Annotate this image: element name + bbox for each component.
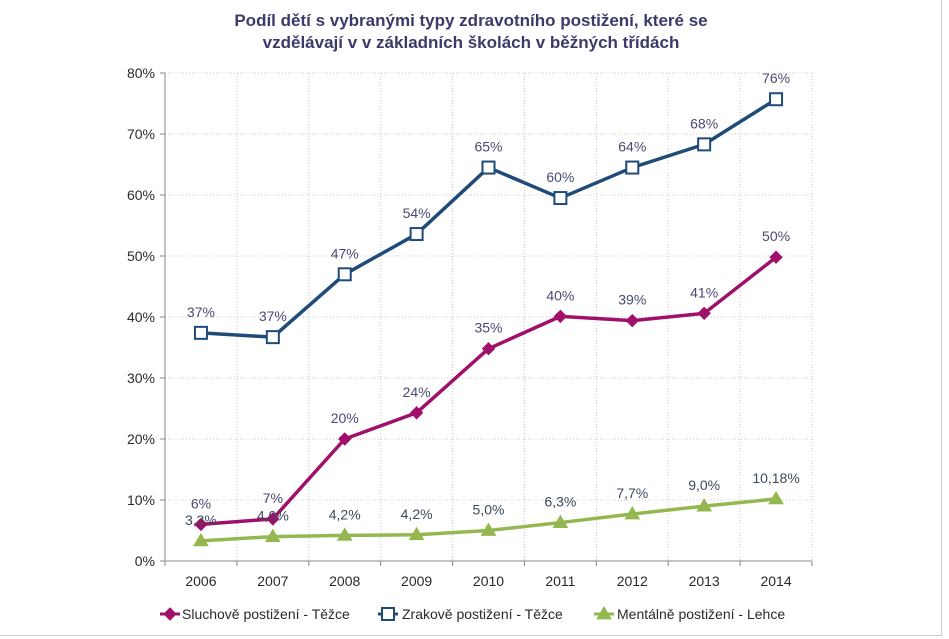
series-2-data-label: 54% [403,205,431,221]
y-tick-label: 70% [127,126,155,142]
series-3-point [624,506,641,520]
series-3-point [696,498,713,512]
x-tick-label: 2008 [329,573,360,589]
series-2-data-label: 64% [618,139,646,155]
series-1-data-label: 40% [546,287,574,303]
legend-label: Mentálně postižení - Lehce [617,606,785,622]
series-1-point [266,512,280,526]
x-tick-label: 2007 [257,573,288,589]
series-2-point [769,92,784,107]
series-1-point [409,406,424,420]
series-1-data-label: 24% [403,384,431,400]
series-3-data-label: 5,0% [473,502,505,518]
series-2-data-label: 37% [259,308,287,324]
series-3-data-label: 7,7% [616,485,648,501]
series-2-point [625,160,640,175]
chart-title-line-2: vzdělávají v v základních školách v běžn… [262,33,680,52]
series-3-data-label: 4,0% [257,508,289,524]
x-tick-label: 2009 [401,573,432,589]
x-tick-label: 2013 [689,573,720,589]
series-1-data-label: 35% [474,320,502,336]
series-2-data-label: 68% [690,115,718,131]
series-2-data-label: 37% [187,304,215,320]
series-2-point [265,330,280,345]
series-2-point [337,267,352,282]
x-tick-label: 2012 [617,573,648,589]
series-1-point [481,342,496,356]
y-tick-label: 40% [127,309,155,325]
series-2-data-label: 65% [474,139,502,155]
series-2-point [409,227,424,242]
x-tick-label: 2010 [473,573,504,589]
chart-title: Podíl dětí s vybranými typy zdravotního … [0,10,942,54]
series-2-data-label: 60% [546,169,574,185]
x-tick-label: 2014 [760,573,791,589]
series-3-point [480,522,497,536]
legend-marker [381,607,395,621]
series-2-point [697,137,712,152]
series-3-point [408,526,425,541]
series-2-data-label: 76% [762,70,790,86]
legend-label: Zrakově postižení - Těžce [402,606,563,622]
series-1-data-label: 41% [690,284,718,300]
x-tick-label: 2011 [545,573,575,589]
y-tick-label: 50% [127,248,155,264]
legend-marker [163,607,177,621]
series-3-data-label: 3,3% [185,512,217,528]
y-tick-label: 30% [127,370,155,386]
series-2-point [481,160,496,175]
series-3-data-label: 4,2% [401,506,433,522]
chart-title-line-1: Podíl dětí s vybranými typy zdravotního … [234,11,708,30]
y-tick-label: 10% [127,492,155,508]
series-3-point [193,532,209,547]
series-3-data-label: 10,18% [752,470,799,486]
series-3-point [264,528,281,542]
series-3-point [768,490,784,505]
series-1-data-label: 20% [331,410,359,426]
series-1-point [338,432,352,446]
series-1-point [625,313,639,328]
y-tick-label: 60% [127,187,155,203]
y-tick-label: 0% [135,553,155,569]
series-3-data-label: 6,3% [544,494,576,510]
series-2-point [553,191,568,206]
y-tick-label: 20% [127,431,155,447]
legend-label: Sluchově postižení - Těžce [182,606,350,622]
legend-marker [596,606,612,620]
series-3-data-label: 4,2% [329,506,361,522]
series-3-data-label: 9,0% [688,477,720,493]
y-tick-label: 80% [127,65,155,81]
series-1-data-label: 50% [762,228,790,244]
x-tick-label: 2006 [185,573,216,589]
series-1-point [194,517,208,532]
series-1-data-label: 6% [191,495,211,511]
series-1-point [697,306,711,321]
series-2-data-label: 47% [331,245,359,261]
series-2-point [193,325,208,340]
series-1-data-label: 7% [263,490,283,506]
series-1-point [769,250,783,264]
series-3-point [336,527,353,541]
series-3-point [552,514,569,528]
series-1-point [553,309,568,324]
series-1-data-label: 39% [618,292,646,308]
